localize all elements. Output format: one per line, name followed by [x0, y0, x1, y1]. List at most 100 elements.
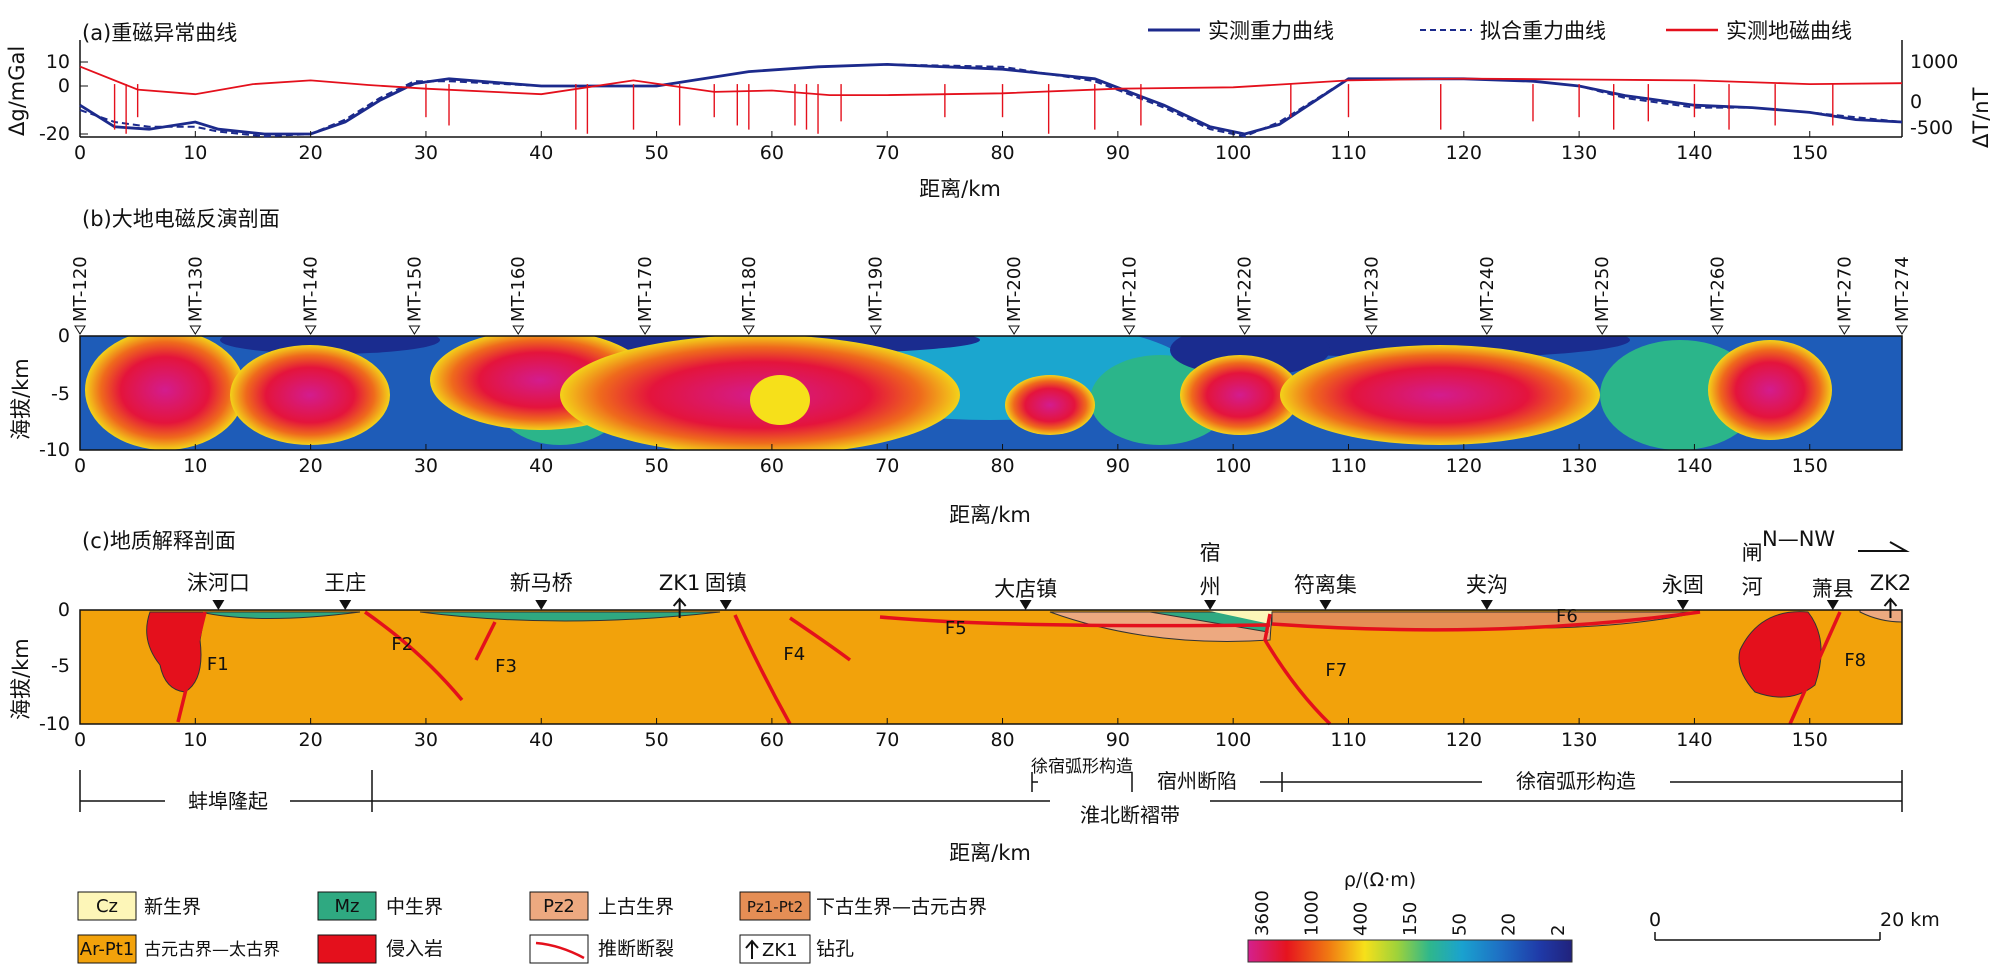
y-tick: 0 [58, 325, 70, 347]
fault-f8 [1788, 611, 1842, 725]
panel-c-xlabel: 距离/km [949, 841, 1031, 865]
x-tick-label: 30 [414, 142, 438, 164]
panel-a-left-ylabel: Δg/mGal [5, 46, 29, 136]
colorbar-tick-label: 1000 [1301, 890, 1322, 936]
borehole-arrow-icon [745, 939, 759, 959]
station-marker-icon [1238, 325, 1251, 335]
x-tick-label: 110 [1330, 729, 1366, 751]
x-tick-label: 0 [74, 455, 86, 477]
x-tick-label: 30 [414, 729, 438, 751]
x-tick-label: 140 [1676, 729, 1712, 751]
station-marker-icon [639, 325, 651, 335]
panel-b-title: (b)大地电磁反演剖面 [82, 207, 280, 231]
x-tick-label: 130 [1561, 455, 1597, 477]
location-marker-icon [1019, 600, 1032, 610]
panel-c-x-ticks: 0 10 20 30 40 50 60 70 80 90 100 110 120 130 140 150 [74, 718, 1828, 751]
place-label: 符离集 [1294, 573, 1357, 597]
colorbar-tick-label: 2 [1548, 925, 1569, 936]
y-tick: -5 [51, 383, 70, 405]
station-label: MT-200 [1004, 256, 1025, 322]
place-names: 沫河口 王庄 新马桥 ZK1 固镇 大店镇 宿州 符离集 夹沟 永固 闸河 萧县 ZK2 [187, 541, 1911, 618]
x-tick-label: 130 [1561, 142, 1597, 164]
x-tick-label: 150 [1792, 729, 1828, 751]
station-label: MT-190 [866, 256, 887, 322]
faults [176, 610, 1842, 726]
station-label: MT-120 [70, 256, 91, 322]
borehole-arrow-icon [672, 597, 687, 618]
x-tick-label: 100 [1215, 142, 1251, 164]
borehole-arrow-icon [1883, 597, 1898, 618]
legend-label-cz: 新生界 [144, 896, 201, 918]
colorbar-title: ρ/(Ω·m) [1344, 869, 1416, 891]
legend-gravity-label: 实测重力曲线 [1208, 19, 1334, 43]
location-marker-icon [535, 600, 548, 610]
resistive-body [1280, 345, 1600, 445]
location-marker-icon [1204, 600, 1217, 610]
x-tick-label: 100 [1215, 455, 1251, 477]
station-label: MT-260 [1707, 256, 1728, 322]
legend-swatch-fault [529, 934, 589, 964]
location-marker-icon [339, 600, 352, 610]
resistivity-section [80, 336, 1902, 450]
station-label: MT-130 [185, 256, 206, 322]
legend-label-borehole: 钻孔 [816, 938, 854, 960]
station-marker-icon [1480, 325, 1493, 335]
legend: Cz 新生界 Ar-Pt1 古元古界—太古界 Mz 中生界 侵入岩 Pz2 上古… [77, 869, 1940, 964]
mesozoic-strip [419, 611, 721, 622]
fault-label: F7 [1325, 660, 1347, 681]
place-label: 大店镇 [994, 577, 1057, 601]
fault-f6 [1271, 610, 1701, 632]
x-tick-label: 10 [183, 142, 207, 164]
station-label: MT-150 [404, 256, 425, 322]
cenozoic-strip [1205, 610, 1272, 624]
panel-a-right-ticks: 1000 0 -500 [1910, 51, 1958, 139]
station-marker-icon [1008, 325, 1020, 335]
station-label: MT-220 [1235, 256, 1256, 322]
place-label: 沫河口 [187, 571, 250, 595]
colorbar-tick-label: 400 [1351, 902, 1372, 936]
station-marker-icon [304, 325, 317, 335]
left-tick: 10 [46, 51, 70, 73]
panel-a-right-ylabel: ΔT/nT [1969, 87, 1993, 148]
place-label: 宿 [1200, 541, 1221, 565]
right-tick: -500 [1910, 117, 1953, 139]
x-tick-label: 0 [74, 142, 86, 164]
resistive-body [85, 336, 245, 450]
station-label: MT-180 [739, 256, 760, 322]
x-tick-label: 120 [1446, 729, 1482, 751]
legend-label-arpt: 古元古界—太古界 [144, 940, 280, 960]
y-tick: -10 [39, 713, 70, 735]
place-label: 萧县 [1812, 577, 1854, 601]
fault-f1 [176, 611, 207, 723]
place-label: 河 [1742, 575, 1763, 599]
x-tick-label: 90 [1106, 142, 1130, 164]
panel-b-ylabel: 海拔/km [9, 358, 33, 440]
colorbar-ticks: 3600 1000 400 150 50 20 2 [1252, 890, 1569, 936]
location-marker-icon [1676, 600, 1689, 610]
fault-label: F4 [783, 644, 805, 665]
unit-bengbu: 蚌埠隆起 [188, 789, 268, 813]
unit-suzhou: 宿州断陷 [1157, 769, 1237, 793]
x-tick-label: 60 [760, 455, 784, 477]
x-tick-label: 50 [644, 455, 668, 477]
station-label: MT-250 [1592, 256, 1613, 322]
direction-arrow-icon [1858, 541, 1910, 552]
x-tick-label: 10 [183, 729, 207, 751]
legend-fit-label: 拟合重力曲线 [1480, 19, 1606, 43]
station-marker-icon [1896, 325, 1908, 335]
fault-label: F6 [1556, 606, 1578, 627]
panel-a-series [79, 62, 1903, 138]
x-tick-label: 40 [529, 455, 553, 477]
place-label: 夹沟 [1466, 573, 1508, 597]
station-marker-icon [1596, 325, 1609, 335]
legend-code-pz1: Pz1-Pt2 [747, 898, 803, 916]
colorbar-tick-label: 3600 [1252, 890, 1273, 936]
unit-xusu-left: 徐宿弧形构造 [1031, 757, 1133, 777]
station-label: MT-140 [301, 256, 322, 322]
x-tick-label: 30 [414, 455, 438, 477]
mt-stations: MT-120 MT-130 MT-140 MT-150 MT-160 MT-170 MT-1… [70, 256, 1913, 335]
x-tick-label: 90 [1106, 729, 1130, 751]
x-tick-label: 50 [644, 142, 668, 164]
place-label: 王庄 [324, 571, 366, 595]
